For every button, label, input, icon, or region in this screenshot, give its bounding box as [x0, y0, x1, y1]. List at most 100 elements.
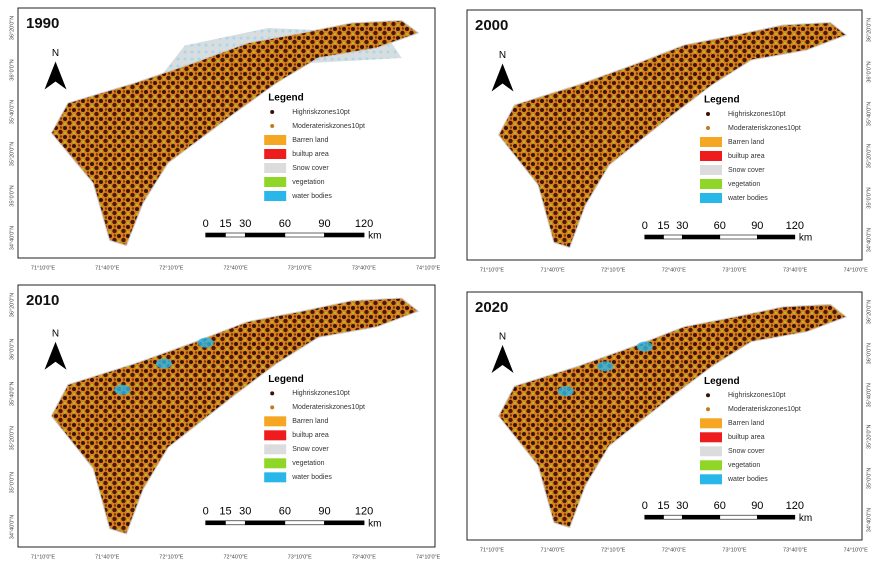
scale-unit: km — [799, 233, 812, 244]
longitude-label: 72°40'0"E — [223, 265, 247, 271]
longitude-label: 72°40'0"E — [662, 547, 686, 553]
scale-unit: km — [799, 513, 812, 524]
north-label: N — [499, 332, 506, 343]
scale-segment — [757, 515, 795, 519]
legend-swatch — [700, 165, 722, 175]
longitude-label: 72°10'0"E — [159, 554, 183, 560]
scale-segment — [682, 235, 720, 239]
panel-year: 2020 — [475, 299, 508, 316]
scale-label: 60 — [279, 218, 291, 230]
scale-label: 0 — [642, 500, 648, 512]
legend-swatch — [264, 416, 286, 426]
water-patch — [114, 385, 130, 395]
legend-swatch — [700, 418, 722, 428]
scale-segment — [720, 515, 758, 519]
legend-label: water bodies — [727, 476, 768, 483]
legend-swatch — [264, 135, 286, 145]
legend-label: builtup area — [292, 151, 329, 158]
latitude-label: 36°0'0"N — [866, 343, 872, 364]
latitude-label: 34°40'0"N — [866, 508, 872, 532]
latitude-label: 35°40'0"N — [866, 383, 872, 407]
water-patch — [156, 359, 172, 369]
longitude-label: 71°10'0"E — [480, 267, 504, 273]
legend-point — [270, 110, 274, 114]
latitude-label: 34°40'0"N — [9, 515, 15, 539]
longitude-label: 73°10'0"E — [288, 554, 312, 560]
latitude-label: 36°0'0"N — [866, 61, 872, 82]
longitude-label: 71°10'0"E — [31, 265, 55, 271]
scale-label: 60 — [279, 506, 291, 518]
scale-segment — [682, 515, 720, 519]
legend-label: Barren land — [292, 418, 328, 425]
longitude-label: 71°10'0"E — [480, 547, 504, 553]
longitude-label: 74°10'0"E — [416, 265, 440, 271]
panel-year: 2010 — [26, 292, 59, 309]
legend-swatch — [700, 460, 722, 470]
longitude-label: 73°10'0"E — [722, 267, 746, 273]
legend-swatch — [700, 193, 722, 203]
panel-year: 2000 — [475, 17, 508, 34]
scale-label: 30 — [676, 500, 688, 512]
scale-label: 120 — [355, 218, 373, 230]
longitude-label: 73°40'0"E — [352, 265, 376, 271]
longitude-label: 73°40'0"E — [352, 554, 376, 560]
legend-point — [270, 405, 274, 409]
water-patch — [637, 342, 653, 352]
scale-label: 90 — [318, 218, 330, 230]
scale-label: 120 — [786, 220, 804, 232]
latitude-label: 34°40'0"N — [9, 226, 15, 250]
scale-segment — [645, 235, 664, 239]
longitude-label: 74°10'0"E — [416, 554, 440, 560]
north-label: N — [52, 48, 59, 59]
water-patch — [558, 386, 574, 396]
legend-point — [270, 124, 274, 128]
scale-segment — [245, 521, 285, 525]
scale-segment — [225, 233, 245, 237]
legend-swatch — [700, 474, 722, 484]
scale-label: 0 — [203, 218, 209, 230]
legend-label: Moderateriskzones10pt — [728, 406, 801, 413]
latitude-label: 35°40'0"N — [9, 382, 15, 406]
map-panel: 2020NLegendHighriskzones10ptModeraterisk… — [467, 292, 872, 553]
legend-label: water bodies — [291, 474, 332, 481]
scale-segment — [285, 521, 325, 525]
figure: 1990NLegendHighriskzones10ptModeraterisk… — [0, 0, 885, 563]
longitude-label: 71°10'0"E — [31, 554, 55, 560]
scale-label: 0 — [642, 220, 648, 232]
legend-label: Highriskzones10pt — [728, 111, 786, 118]
longitude-label: 72°10'0"E — [159, 265, 183, 271]
legend-swatch — [700, 151, 722, 161]
legend-label: Highriskzones10pt — [728, 392, 786, 399]
latitude-label: 35°40'0"N — [9, 100, 15, 124]
scale-label: 120 — [786, 500, 804, 512]
latitude-label: 36°20'0"N — [866, 18, 872, 42]
legend-swatch — [264, 458, 286, 468]
legend-swatch — [264, 444, 286, 454]
legend-title: Legend — [268, 93, 304, 104]
latitude-label: 36°20'0"N — [9, 293, 15, 317]
north-label: N — [52, 328, 59, 339]
scale-segment — [206, 233, 226, 237]
longitude-label: 73°40'0"E — [783, 547, 807, 553]
legend-label: Snow cover — [728, 167, 765, 174]
scale-label: 30 — [239, 218, 251, 230]
legend-label: Moderateriskzones10pt — [292, 123, 365, 130]
legend-label: builtup area — [728, 153, 765, 160]
scale-segment — [206, 521, 226, 525]
scale-label: 120 — [355, 506, 373, 518]
legend-label: vegetation — [728, 462, 760, 469]
scale-segment — [664, 235, 683, 239]
legend-label: builtup area — [292, 432, 329, 439]
legend-swatch — [700, 446, 722, 456]
legend-label: vegetation — [292, 460, 324, 467]
scale-segment — [645, 515, 664, 519]
longitude-label: 71°40'0"E — [95, 265, 119, 271]
scale-label: 30 — [676, 220, 688, 232]
longitude-label: 73°40'0"E — [783, 267, 807, 273]
longitude-label: 74°10'0"E — [844, 267, 868, 273]
scale-segment — [324, 521, 364, 525]
legend-label: Highriskzones10pt — [292, 109, 350, 116]
scale-label: 90 — [751, 500, 763, 512]
scale-unit: km — [368, 231, 381, 242]
legend-label: vegetation — [292, 179, 324, 186]
